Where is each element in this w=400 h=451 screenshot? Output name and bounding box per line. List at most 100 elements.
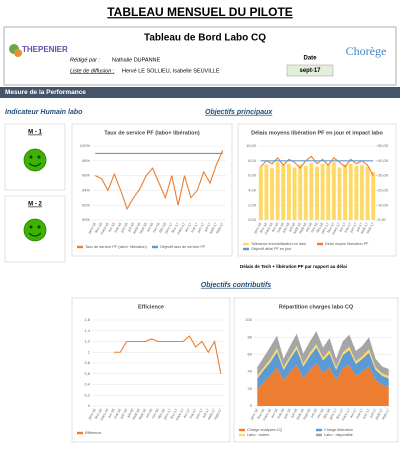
bar [343, 164, 348, 220]
author-label: Rédigé par : [70, 57, 100, 63]
area [257, 363, 389, 406]
indicator-label: M - 1 [28, 130, 42, 136]
x-tick-label: août-16 [132, 222, 142, 235]
x-tick-label: août-17 [374, 408, 384, 421]
date-box [286, 64, 334, 77]
bar [348, 163, 353, 220]
legend-label: Délai moyen libération PF [325, 242, 369, 246]
bar [315, 166, 319, 220]
y-tick-label: 96% [82, 173, 90, 178]
x-tick-label: sept-17 [365, 222, 374, 234]
y-tick-label: 1,6 [84, 317, 90, 322]
logo-icon [14, 49, 22, 57]
x-tick-label: sept-17 [381, 408, 390, 420]
diffusion-label: Liste de diffusion : [70, 68, 115, 74]
x-tick-label: oct-16 [305, 222, 313, 233]
area [257, 347, 389, 389]
legend-label: Taux de service PF (labo+ libération) [85, 245, 147, 249]
section-bar-text: Mesure de la Performance [5, 89, 86, 96]
x-tick-label: juin-16 [119, 222, 128, 234]
x-tick-label: août-17 [209, 222, 219, 235]
legend-swatch [316, 433, 322, 437]
x-tick-label: avr-17 [184, 222, 193, 233]
bar [320, 163, 325, 220]
x-tick-label: sept-16 [298, 222, 307, 234]
x-tick-label: juin-17 [361, 408, 370, 420]
x-tick-label: mai-17 [188, 408, 197, 420]
x-tick-label: mars-16 [100, 222, 110, 235]
date-label: Date [303, 56, 317, 62]
bar [371, 171, 376, 220]
legend-label: Efficience [85, 431, 101, 435]
x-tick-label: janv-16 [87, 408, 97, 421]
x-tick-label: mai-16 [113, 408, 122, 420]
x-tick-label: nov-16 [151, 408, 160, 420]
x-tick-label: mars-17 [331, 222, 341, 235]
x-tick-label: nov-16 [310, 222, 319, 234]
x-tick-label: juil-17 [369, 408, 378, 419]
legend-label: Objectif délai PF en jour [251, 247, 292, 251]
chart-title: Efficience [138, 304, 164, 310]
x-tick-label: avr-17 [349, 408, 358, 419]
section-bar [0, 87, 400, 98]
x-tick-label: août-17 [360, 222, 370, 235]
x-tick-label: mars-17 [176, 222, 186, 235]
x-tick-label: mars-16 [99, 408, 109, 421]
y2-tick-label: 40,00 [378, 158, 389, 163]
y-tick-label: 8,00 [248, 158, 257, 163]
y-tick-label: 40 [248, 369, 253, 374]
bar [264, 164, 269, 220]
legend-label: Tolérance immobilisation en labo [251, 242, 306, 246]
note: Délais de Tech + libération PF par rappo… [240, 264, 347, 269]
x-tick-label: juil-16 [126, 222, 135, 233]
x-tick-label: mai-17 [343, 222, 352, 234]
x-tick-label: avr-16 [270, 408, 279, 419]
logo-left: THEPENIER [22, 45, 68, 54]
y-tick-label: 4,00 [248, 187, 257, 192]
x-tick-label: janv-17 [162, 408, 172, 421]
x-tick-label: mars-16 [262, 408, 272, 421]
x-tick-label: janv-17 [320, 222, 330, 235]
x-tick-label: juin-17 [196, 222, 205, 234]
x-tick-label: août-17 [207, 408, 217, 421]
contrib-title: Objectifs contributifs [201, 282, 272, 289]
bar [331, 162, 336, 220]
chart-box [71, 297, 231, 443]
y2-tick-label: 0,00 [378, 217, 387, 222]
y-tick-label: 1,4 [84, 328, 90, 333]
x-tick-label: janv-17 [328, 408, 338, 421]
x-tick-label: avr-16 [271, 222, 280, 233]
chart-title: Délais moyens libération PF en jour et i… [251, 130, 383, 136]
bar [354, 165, 359, 220]
bar [281, 165, 286, 220]
x-tick-label: janv-16 [253, 222, 263, 235]
x-tick-label: mars-17 [175, 408, 185, 421]
x-tick-label: mars-17 [341, 408, 351, 421]
x-tick-label: juil-17 [201, 408, 210, 419]
page-title: TABLEAU MENSUEL DU PILOTE [107, 5, 293, 19]
x-tick-label: févr-17 [326, 222, 335, 234]
bar [258, 166, 263, 220]
x-tick-label: févr-16 [94, 408, 103, 420]
x-tick-label: févr-17 [171, 222, 180, 234]
x-tick-label: juil-16 [290, 408, 299, 419]
x-tick-label: août-16 [292, 222, 302, 235]
y-tick-label: 6,00 [248, 173, 257, 178]
x-tick-label: juin-16 [281, 222, 290, 234]
y-tick-label: 0,8 [84, 360, 90, 365]
legend-swatch [243, 242, 249, 246]
legend-swatch [77, 431, 83, 435]
legend-label: Objectif taux de service PF [160, 245, 206, 249]
x-tick-label: févr-17 [335, 408, 344, 420]
area [257, 331, 389, 376]
x-tick-label: déc-16 [322, 408, 331, 420]
x-tick-label: févr-16 [259, 222, 268, 234]
y2-tick-label: 50,00 [378, 143, 389, 148]
x-tick-label: sept-16 [138, 408, 147, 420]
x-tick-label: févr-16 [94, 222, 103, 234]
x-tick-label: avr-17 [338, 222, 347, 233]
legend-swatch [243, 247, 249, 251]
y-tick-label: 0,2 [84, 392, 90, 397]
x-tick-label: juin-17 [194, 408, 203, 420]
x-tick-label: avr-16 [107, 408, 116, 419]
